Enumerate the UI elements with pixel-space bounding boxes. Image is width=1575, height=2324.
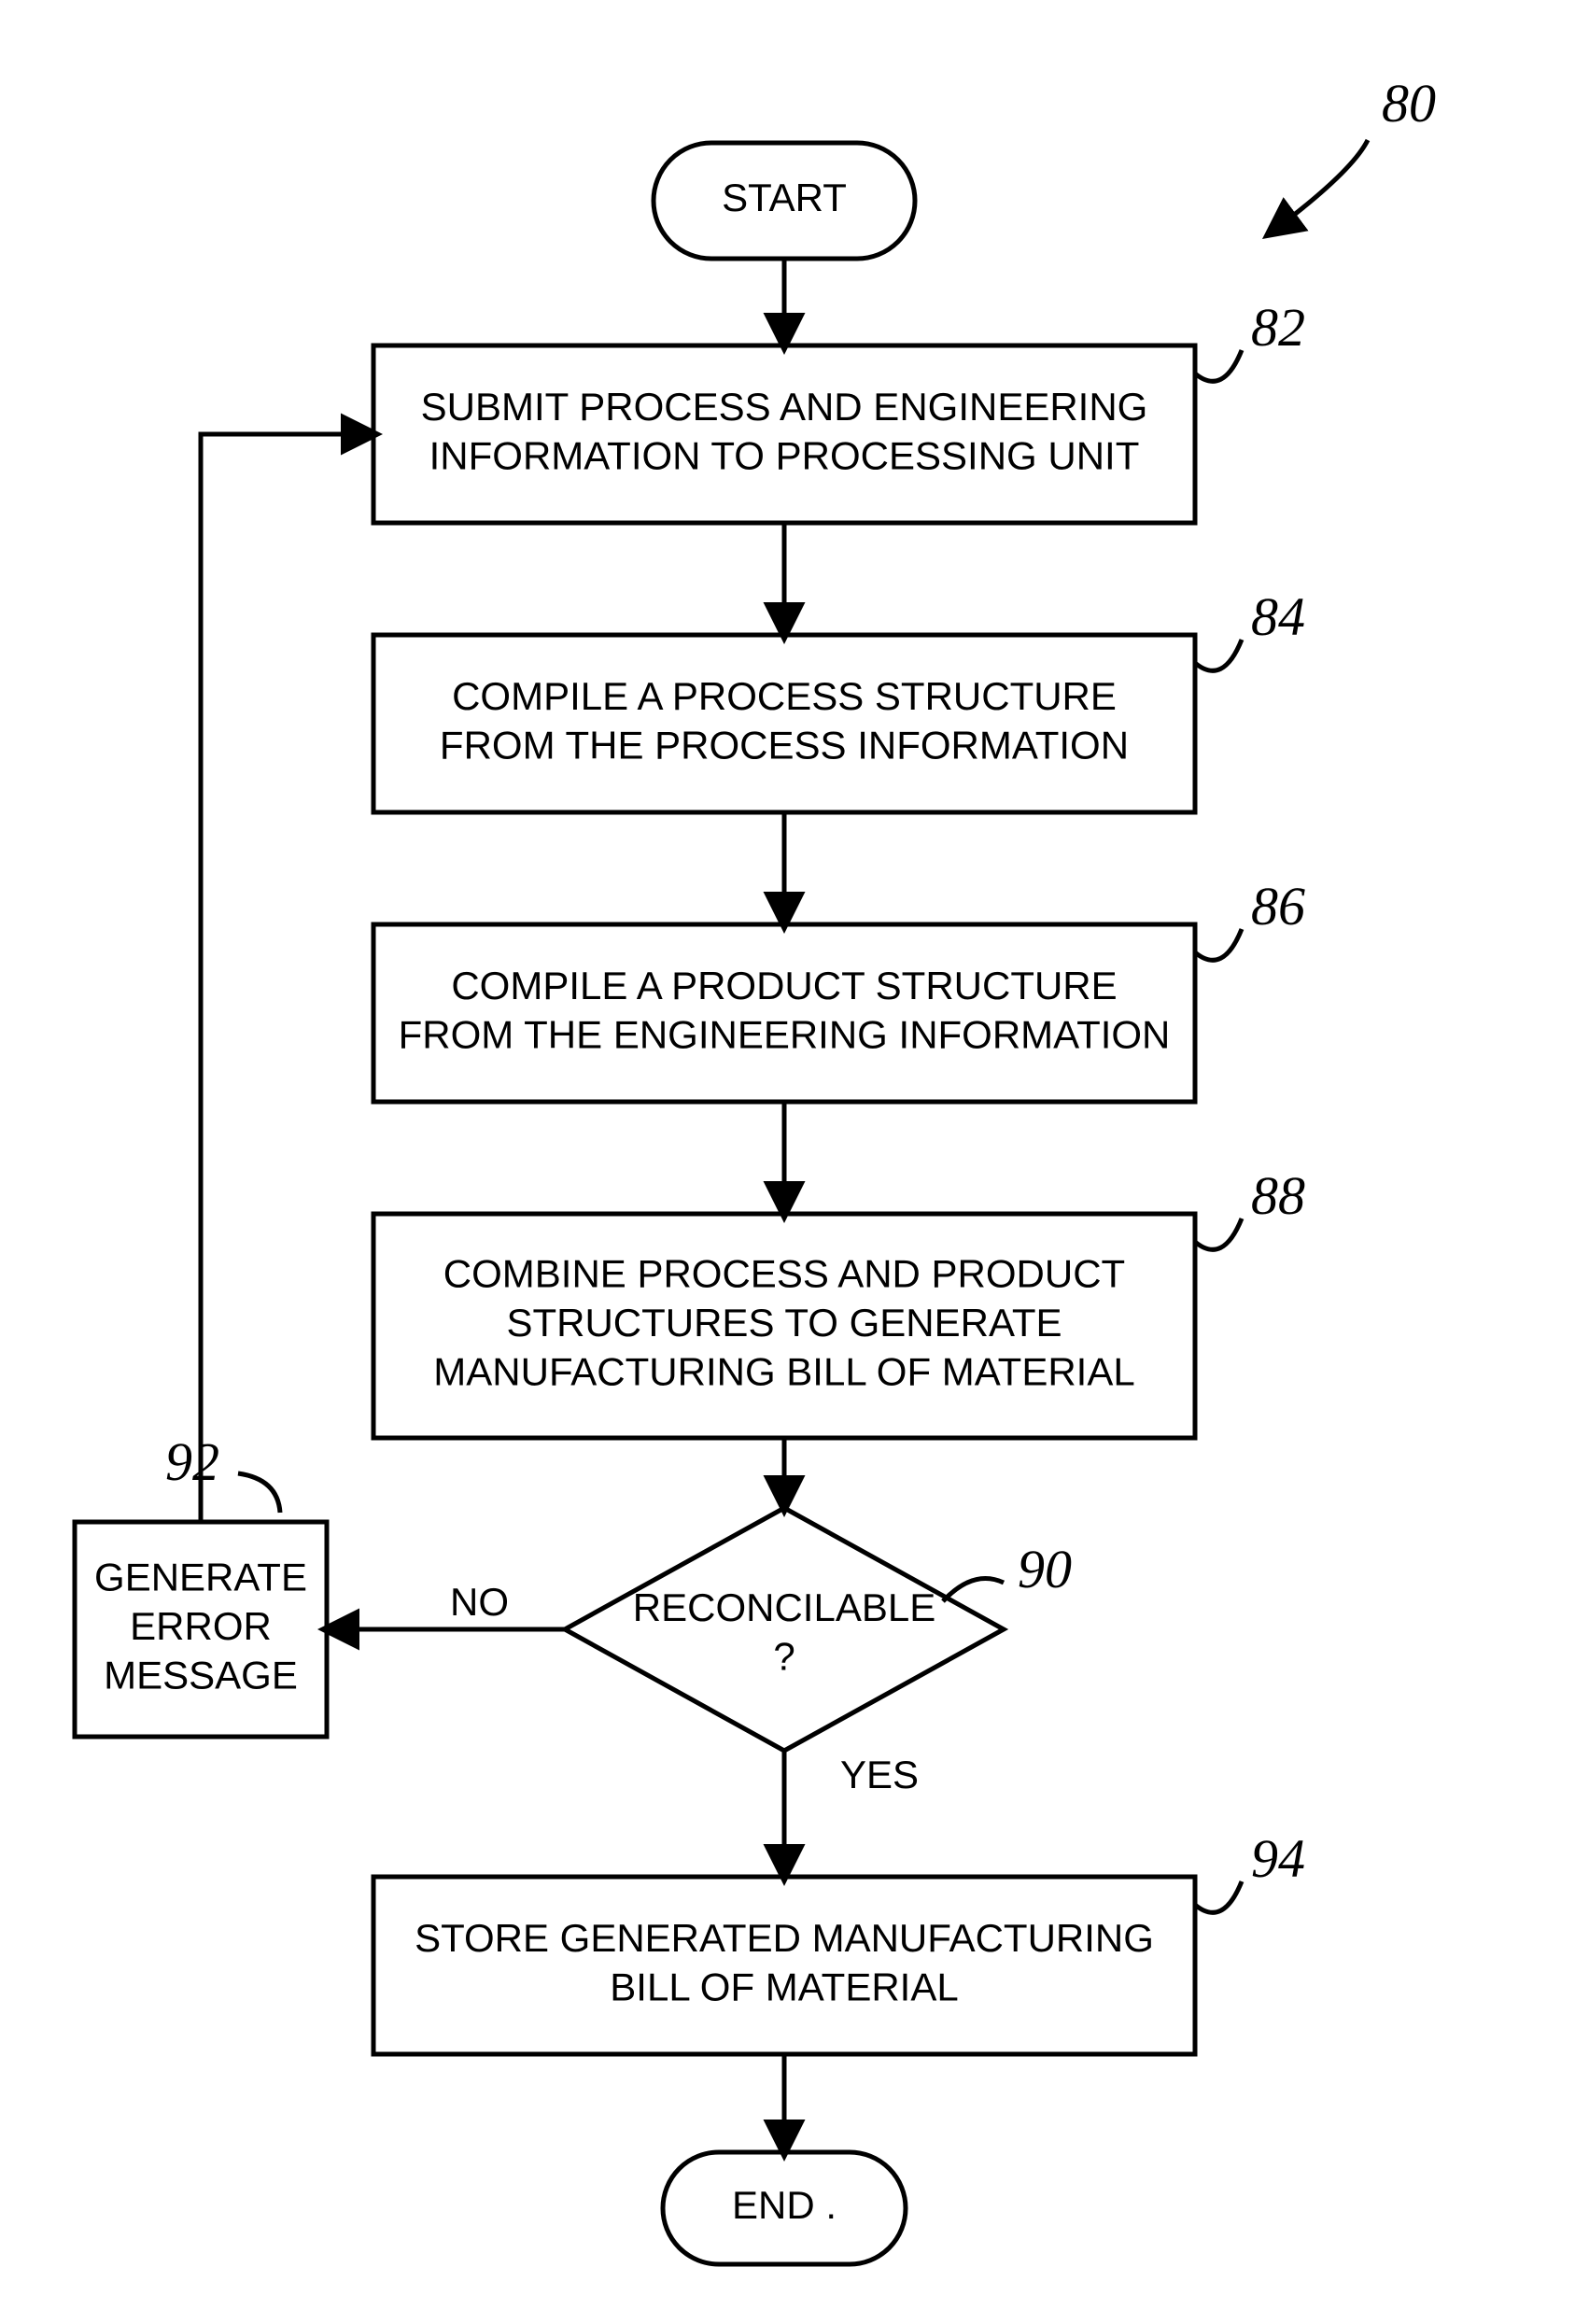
process-box-94-text-line-0: STORE GENERATED MANUFACTURING bbox=[415, 1916, 1154, 1960]
ref-label-94: 94 bbox=[1251, 1828, 1305, 1889]
decision-yes-label: YES bbox=[840, 1753, 919, 1796]
ref-tail-88 bbox=[1195, 1218, 1242, 1249]
ref-tail-82 bbox=[1195, 350, 1242, 381]
end-label: END . bbox=[732, 2183, 837, 2227]
arrow-a_92_82 bbox=[201, 434, 373, 1522]
ref-label-90: 90 bbox=[1018, 1539, 1072, 1599]
process-box-94-text-line-1: BILL OF MATERIAL bbox=[610, 1965, 958, 2008]
process-box-88-text-line-1: STRUCTURES TO GENERATE bbox=[506, 1301, 1062, 1345]
process-box-86-text-line-0: COMPILE A PRODUCT STRUCTURE bbox=[451, 964, 1117, 1007]
process-box-86-text-line-1: FROM THE ENGINEERING INFORMATION bbox=[399, 1012, 1171, 1056]
process-box-82-text-line-1: INFORMATION TO PROCESSING UNIT bbox=[429, 433, 1140, 477]
diagram-ref-arrow bbox=[1270, 140, 1368, 233]
ref-tail-86 bbox=[1195, 929, 1242, 960]
ref-label-88: 88 bbox=[1251, 1165, 1305, 1226]
process-box-88-text-line-0: COMBINE PROCESS AND PRODUCT bbox=[443, 1252, 1125, 1296]
error-box-text-line-2: MESSAGE bbox=[104, 1654, 298, 1697]
process-box-88-text-line-2: MANUFACTURING BILL OF MATERIAL bbox=[433, 1350, 1134, 1394]
ref-tail-90 bbox=[943, 1579, 1004, 1602]
ref-label-92: 92 bbox=[165, 1431, 219, 1492]
error-box-text-line-0: GENERATE bbox=[94, 1556, 307, 1599]
start-label: START bbox=[722, 176, 847, 219]
decision-text-line-1: ? bbox=[773, 1634, 795, 1678]
ref-label-86: 86 bbox=[1251, 876, 1305, 937]
ref-tail-94 bbox=[1195, 1881, 1242, 1912]
ref-label-84: 84 bbox=[1251, 586, 1305, 647]
ref-tail-92 bbox=[238, 1473, 280, 1513]
diagram-ref-label: 80 bbox=[1382, 73, 1436, 134]
error-box-text-line-1: ERROR bbox=[130, 1604, 272, 1648]
process-box-82-text-line-0: SUBMIT PROCESS AND ENGINEERING bbox=[421, 385, 1148, 429]
decision-diamond bbox=[565, 1508, 1004, 1751]
decision-no-label: NO bbox=[450, 1580, 509, 1624]
process-box-84-text-line-0: COMPILE A PROCESS STRUCTURE bbox=[452, 674, 1117, 718]
process-box-84-text-line-1: FROM THE PROCESS INFORMATION bbox=[440, 723, 1129, 767]
decision-text-line-0: RECONCILABLE bbox=[633, 1585, 935, 1629]
ref-tail-84 bbox=[1195, 640, 1242, 670]
flowchart-canvas: START END . SUBMIT PROCESS AND ENGINEERING… bbox=[0, 0, 1575, 2324]
ref-label-82: 82 bbox=[1251, 297, 1305, 358]
